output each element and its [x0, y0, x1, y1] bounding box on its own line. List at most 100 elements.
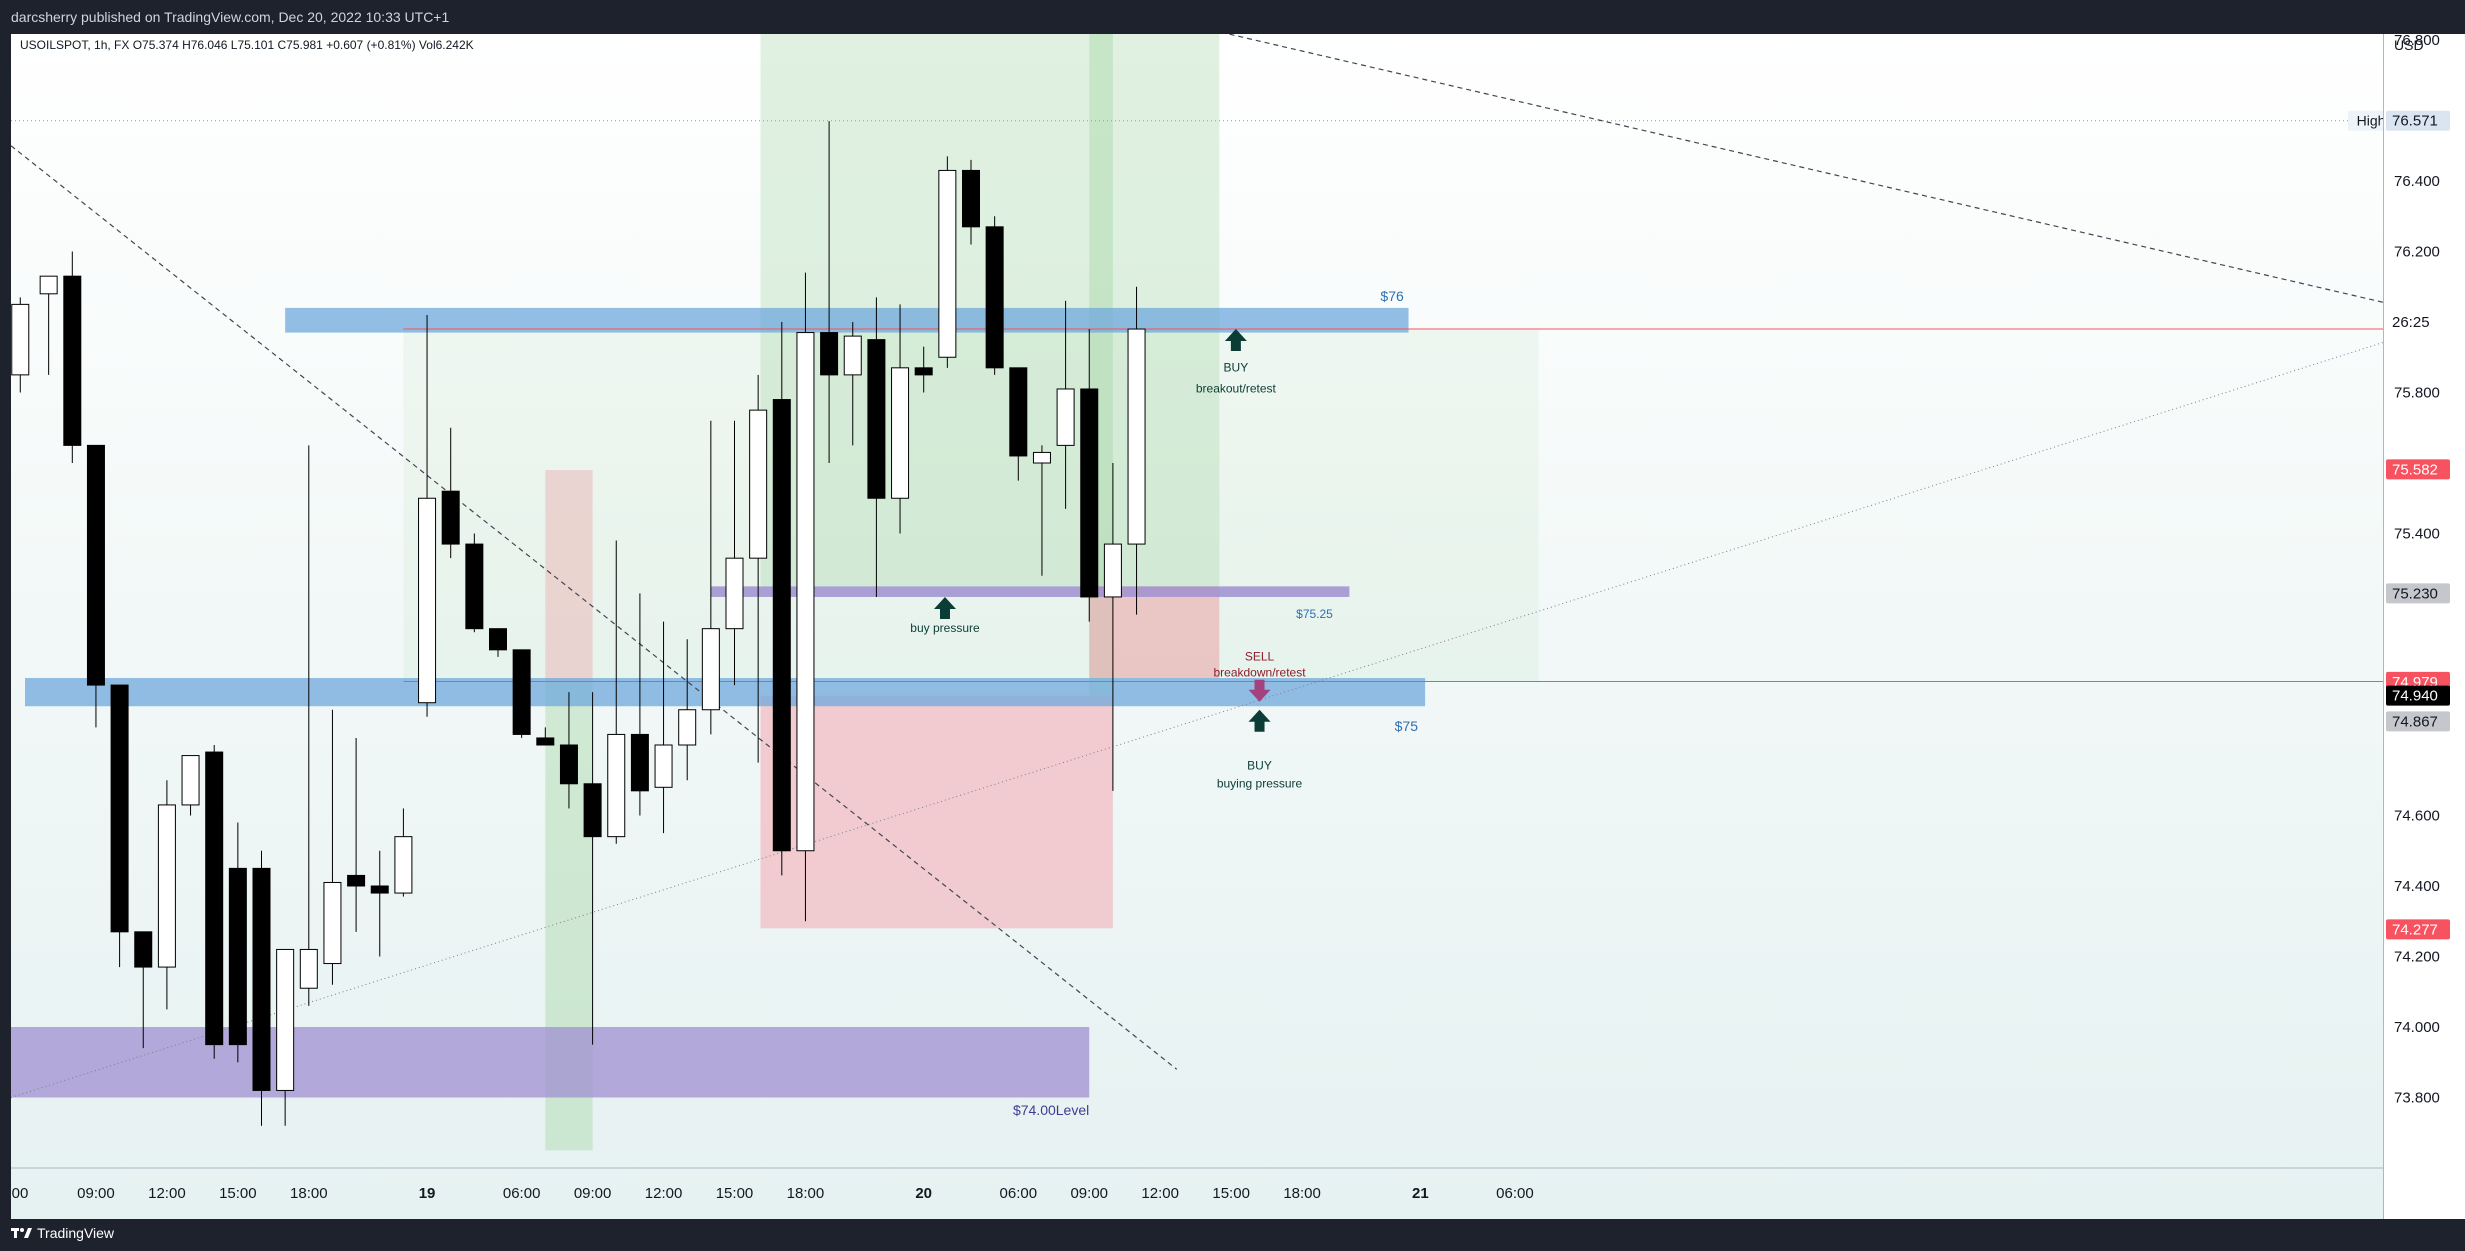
buy-pressure-label: buy pressure: [910, 621, 980, 635]
ascending-trendline[interactable]: [11, 339, 2392, 1098]
chart-pane[interactable]: $78.00 Level$74.00Level$76$75.25$75BUYbr…: [11, 34, 2392, 1219]
bullish-candle[interactable]: [1127, 328, 1146, 545]
short-position-risk-zone[interactable]: [545, 470, 593, 682]
high-label-bg: [2348, 110, 2392, 131]
bullish-candle[interactable]: [11, 303, 30, 376]
price-tick-label: 74.000: [2394, 1019, 2440, 1036]
bearish-candle[interactable]: [63, 275, 82, 446]
price-axis[interactable]: USD77.60077.40077.20077.00076.80076.4007…: [2383, 32, 2465, 1219]
bearish-candle[interactable]: [1009, 367, 1028, 457]
bearish-candle[interactable]: [86, 444, 105, 686]
bearish-candle[interactable]: [1080, 388, 1099, 598]
price-tick-label: 74.400: [2394, 878, 2440, 895]
level-74-zone[interactable]: [11, 1027, 1090, 1098]
price-tick-label: 74.600: [2394, 808, 2440, 825]
bullish-candle[interactable]: [323, 881, 342, 965]
bullish-candle[interactable]: [938, 169, 957, 358]
descending-trendline-lower[interactable]: [11, 145, 1178, 1070]
bearish-candle[interactable]: [512, 649, 531, 735]
bearish-candle[interactable]: [465, 543, 484, 630]
bullish-candle[interactable]: [39, 275, 58, 295]
bullish-candle[interactable]: [1103, 543, 1122, 598]
bullish-candle[interactable]: [843, 335, 862, 376]
descending-trendline-upper[interactable]: [11, 34, 2392, 305]
bullish-candle[interactable]: [299, 948, 318, 989]
bearish-candle[interactable]: [347, 874, 366, 887]
level-75-25-label: $75.25: [1296, 607, 1333, 621]
bearish-candle[interactable]: [110, 684, 129, 933]
short-position-risk-zone[interactable]: [1089, 586, 1220, 679]
bullish-candle[interactable]: [701, 628, 720, 711]
price-badge-label: 26:25: [2392, 314, 2430, 331]
bearish-candle[interactable]: [985, 226, 1004, 369]
publisher-text: darcsherry published on TradingView.com,…: [11, 9, 450, 25]
buy-pressure-up-arrow-icon: [933, 596, 956, 619]
time-axis-label: 06:00: [1496, 1185, 1534, 1202]
time-axis-label: :00: [11, 1185, 28, 1202]
price-badge-label: 75.582: [2392, 461, 2438, 478]
bullish-candle[interactable]: [796, 332, 815, 852]
bullish-candle[interactable]: [654, 744, 673, 788]
level-75-25-zone[interactable]: [710, 586, 1350, 597]
bullish-candle[interactable]: [678, 709, 697, 746]
time-axis-label: 06:00: [503, 1185, 541, 1202]
time-axis-label: 19: [419, 1185, 436, 1202]
symbol-legend: USOILSPOT, 1h, FX O75.374 H76.046 L75.10…: [20, 38, 474, 52]
bearish-candle[interactable]: [536, 737, 555, 746]
price-tick-label: 75.400: [2394, 526, 2440, 543]
bullish-candle[interactable]: [1032, 451, 1051, 464]
bearish-candle[interactable]: [914, 367, 933, 376]
candlestick-chart[interactable]: $78.00 Level$74.00Level$76$75.25$75BUYbr…: [11, 34, 2392, 1219]
bearish-candle[interactable]: [252, 867, 271, 1091]
time-axis-label: 15:00: [219, 1185, 257, 1202]
range-shade-zone[interactable]: [403, 329, 1539, 682]
tradingview-logo-icon: [11, 1226, 33, 1240]
time-axis-label: 09:00: [1070, 1185, 1108, 1202]
bearish-candle[interactable]: [772, 399, 791, 852]
high-label: High: [2357, 113, 2386, 129]
time-axis-label: 12:00: [1141, 1185, 1179, 1202]
price-tick-label: 76.800: [2394, 34, 2440, 49]
bullish-candle[interactable]: [891, 367, 910, 499]
tradingview-logo[interactable]: TradingView: [11, 1225, 114, 1241]
bullish-candle[interactable]: [157, 804, 176, 968]
footer-bar: TradingView: [0, 1219, 2465, 1251]
time-axis-label: 12:00: [148, 1185, 186, 1202]
time-axis-label: 18:00: [290, 1185, 328, 1202]
bullish-candle[interactable]: [607, 733, 626, 838]
bearish-candle[interactable]: [228, 867, 247, 1046]
bearish-candle[interactable]: [820, 332, 839, 376]
bearish-candle[interactable]: [441, 490, 460, 545]
bullish-candle[interactable]: [394, 836, 413, 894]
price-badge: [2386, 312, 2450, 332]
bearish-candle[interactable]: [630, 733, 649, 792]
bearish-candle[interactable]: [489, 628, 507, 651]
price-axis-scale[interactable]: USD77.60077.40077.20077.00076.80076.4007…: [2384, 32, 2465, 1219]
resistance-76-zone[interactable]: [285, 307, 1409, 333]
bearish-candle[interactable]: [205, 751, 224, 1046]
bearish-candle[interactable]: [583, 783, 602, 838]
time-axis-label: 12:00: [645, 1185, 683, 1202]
bullish-candle[interactable]: [418, 497, 437, 704]
bullish-candle[interactable]: [181, 755, 200, 806]
buy-up-arrow-icon: [1224, 329, 1247, 352]
bullish-candle[interactable]: [1056, 388, 1075, 446]
bullish-candle[interactable]: [276, 948, 295, 1091]
bearish-candle[interactable]: [559, 744, 578, 785]
level-74-label: $74.00Level: [1013, 1102, 1089, 1118]
time-axis-label: 18:00: [787, 1185, 825, 1202]
time-axis-label: 20: [915, 1185, 932, 1202]
support-75-zone[interactable]: [25, 678, 1426, 707]
long-position-stop-zone[interactable]: [760, 695, 1113, 929]
price-tick-label: 76.400: [2394, 173, 2440, 190]
level-75-label: $75: [1395, 718, 1419, 734]
price-badge-label: 74.867: [2392, 713, 2438, 730]
bullish-candle[interactable]: [725, 557, 744, 630]
price-tick-label: 75.800: [2394, 385, 2440, 402]
bullish-candle[interactable]: [749, 409, 768, 559]
bearish-candle[interactable]: [962, 169, 980, 228]
buy-label: BUY: [1224, 360, 1249, 374]
bearish-candle[interactable]: [134, 931, 153, 968]
bearish-candle[interactable]: [867, 339, 886, 499]
bearish-candle[interactable]: [370, 885, 389, 894]
